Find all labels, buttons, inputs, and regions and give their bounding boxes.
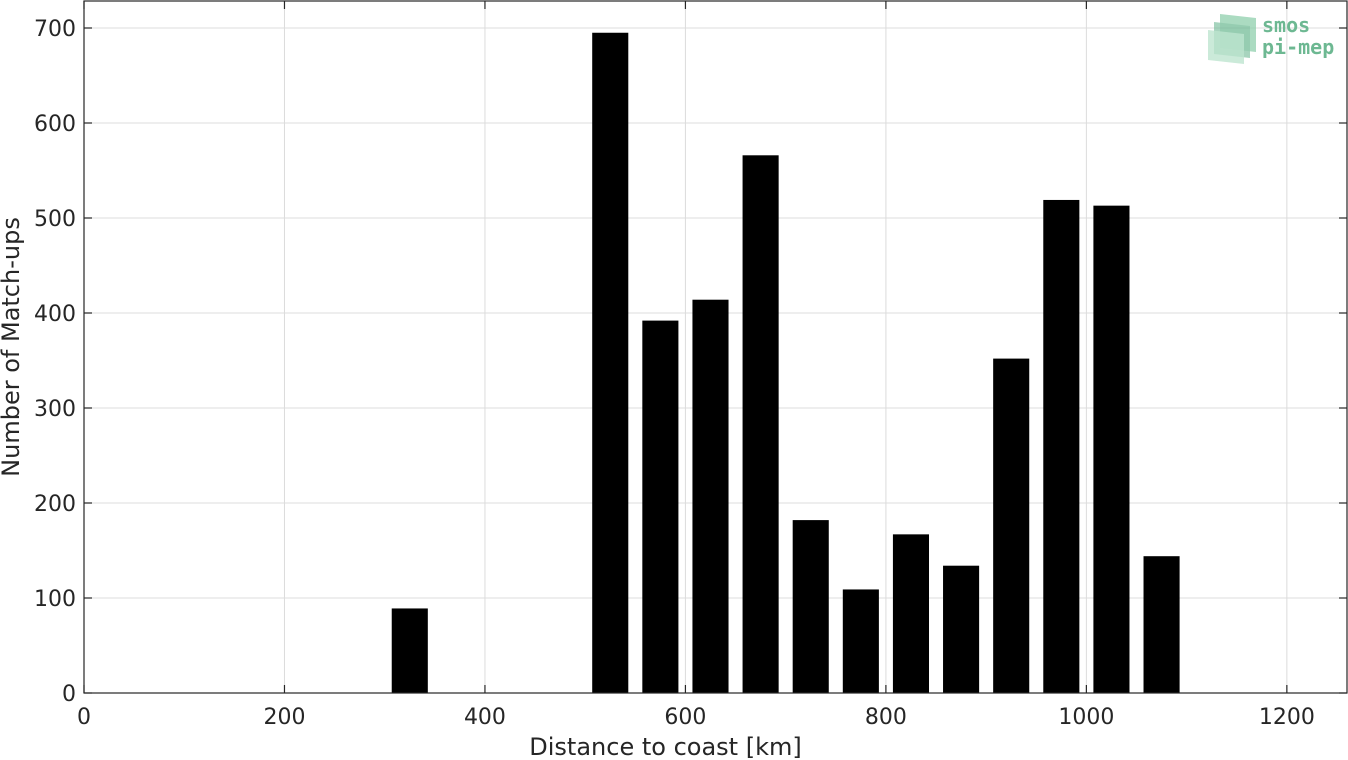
bar: [792, 520, 829, 693]
y-tick-label: 0: [62, 682, 76, 707]
bar: [642, 320, 679, 693]
bar: [592, 32, 629, 693]
x-axis-label: Distance to coast [km]: [529, 733, 801, 760]
x-tick-label: 600: [664, 705, 706, 730]
smos-pi-mep-logo: smos pi-mep: [1208, 13, 1334, 64]
logo-text-line2: pi-mep: [1262, 35, 1334, 59]
x-tick-label: 1200: [1259, 705, 1315, 730]
x-tick-label: 1000: [1058, 705, 1114, 730]
bar: [943, 565, 980, 693]
bar: [842, 589, 879, 693]
x-tick-label: 800: [865, 705, 907, 730]
y-axis-label: Number of Match-ups: [0, 217, 25, 477]
bar: [892, 534, 930, 693]
y-tick-label: 500: [34, 207, 76, 232]
bar: [692, 299, 729, 693]
y-tick-label: 300: [34, 397, 76, 422]
x-tick-label: 200: [263, 705, 305, 730]
y-tick-label: 700: [34, 17, 76, 42]
y-tick-label: 200: [34, 492, 76, 517]
y-tick-label: 100: [34, 587, 76, 612]
logo-mark-icon: [1208, 14, 1256, 64]
bar: [1093, 205, 1130, 693]
y-tick-label: 400: [34, 302, 76, 327]
bar: [742, 155, 779, 694]
bar: [993, 358, 1030, 693]
x-tick-label: 0: [77, 705, 91, 730]
bar: [1043, 199, 1080, 693]
x-tick-label: 400: [464, 705, 506, 730]
bar: [391, 608, 428, 693]
plot-frame: [83, 0, 1348, 694]
bar-series: [391, 32, 1180, 694]
y-tick-label: 600: [34, 112, 76, 137]
bar: [1143, 556, 1180, 693]
y-axis-ticks: 0 100 200 300 400 500 600 700: [34, 17, 1347, 707]
logo-text-line1: smos: [1262, 13, 1310, 37]
x-axis-ticks: 0 200 400 600 800 1000 1200: [77, 1, 1315, 730]
